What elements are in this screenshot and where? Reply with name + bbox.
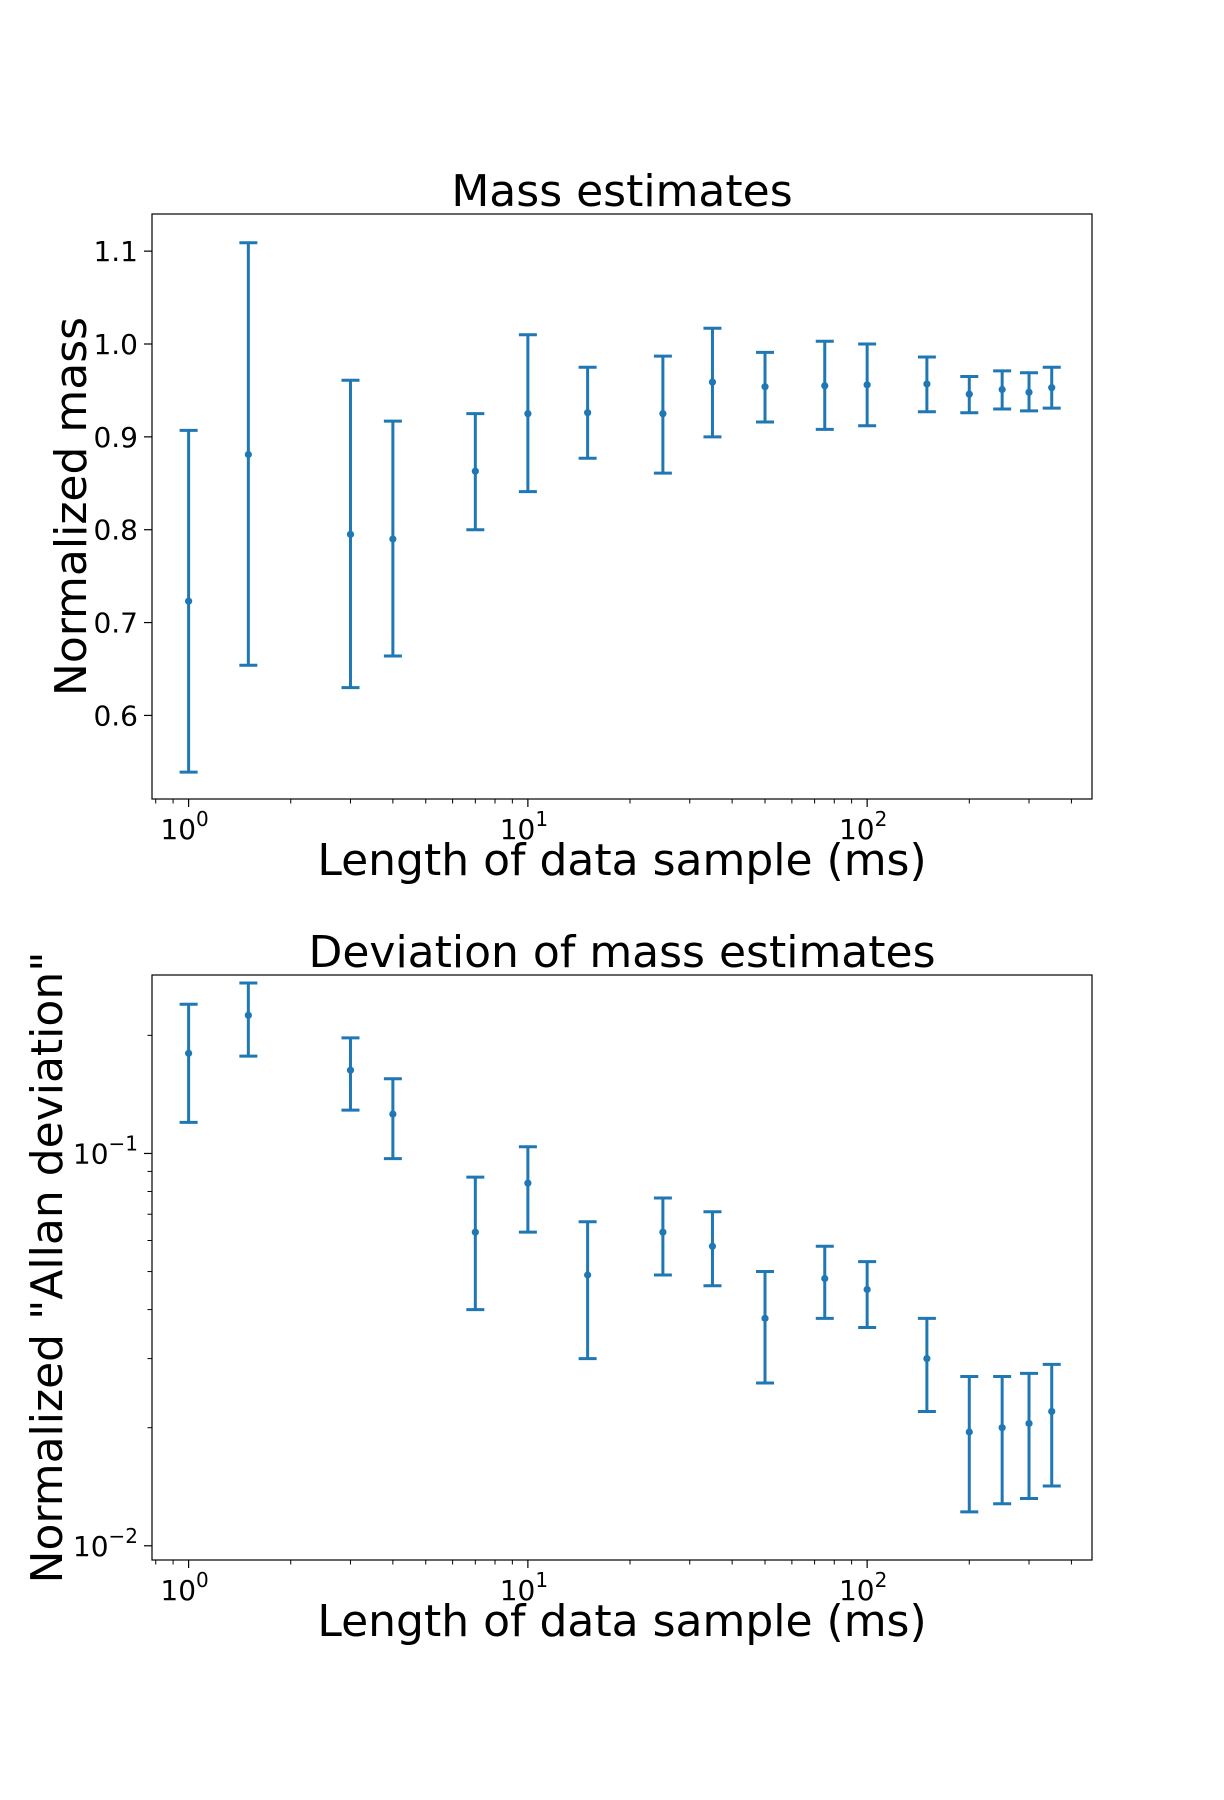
data-point-10 [756,350,775,424]
chart-1: 100 101 102 0.6 0.7 0.8 0.9 1.0 1.1 Mass estimate… [46,166,1093,886]
data-marker [998,385,1006,394]
data-point-10 [756,1270,775,1385]
data-point-17 [1042,365,1061,410]
data-marker [524,1179,532,1187]
data-marker [471,467,479,475]
data-point-12 [858,342,877,428]
data-marker [965,1428,973,1436]
data-marker [923,1354,931,1363]
data-marker [821,1274,829,1283]
data-marker [1025,388,1033,396]
data-marker [584,409,592,417]
data-point-3 [341,378,360,690]
x-tick-label: 102 [839,1568,887,1607]
data-marker [389,1110,397,1118]
x-tick-label: 100 [160,807,208,846]
data-marker [1025,1419,1033,1428]
data-marker [659,410,667,418]
data-point-1 [179,1002,198,1124]
data-marker [863,381,871,389]
y-tick-label: 0.6 [93,699,138,732]
data-marker [965,390,973,398]
data-point-15 [993,1375,1012,1506]
y-axis-label: Normalized "Allan deviation" [22,952,73,1584]
data-marker [346,1066,355,1074]
data-point-13 [917,355,936,414]
data-marker [584,1271,592,1279]
y-tick-label: 1.0 [93,328,138,361]
plot-frame [151,213,1093,800]
chart-title: Deviation of mass estimates [308,927,935,978]
data-point-7 [578,365,597,460]
data-point-14 [960,1375,979,1514]
plot-frame [151,974,1093,1561]
data-point-16 [1020,371,1039,413]
data-point-13 [917,1316,936,1413]
data-marker [863,1285,871,1294]
x-tick-label: 101 [500,807,548,846]
data-marker [244,450,252,459]
y-tick-label: 1.1 [93,235,138,268]
data-marker [389,535,397,543]
data-point-4 [383,1077,402,1161]
y-tick-label: 0.7 [93,607,138,640]
data-marker [998,1424,1006,1432]
x-tick-label: 102 [839,807,887,846]
data-marker [1048,1407,1056,1416]
data-point-14 [960,375,979,415]
data-point-12 [858,1260,877,1330]
x-tick-label: 100 [160,1568,208,1607]
data-point-15 [993,369,1012,411]
data-point-2 [239,981,258,1058]
data-point-4 [383,419,402,658]
data-point-6 [518,333,537,494]
data-marker [761,1314,769,1322]
data-marker [524,410,532,418]
data-marker [708,378,717,386]
data-point-11 [815,339,834,431]
data-point-8 [653,354,672,475]
data-point-5 [466,1175,485,1312]
x-tick-label: 101 [500,1568,548,1607]
data-point-8 [653,1196,672,1277]
y-tick-label: 0.9 [93,421,138,454]
data-point-11 [815,1244,834,1320]
data-marker [1048,384,1056,392]
data-marker [708,1242,717,1250]
x-axis-label: Length of data sample (ms) [317,1596,926,1647]
data-point-1 [179,428,198,774]
chart-title: Mass estimates [451,166,792,217]
data-marker [244,1011,252,1019]
data-marker [185,1049,193,1057]
y-axis-label: Normalized mass [46,317,97,696]
data-point-9 [703,1210,722,1288]
data-marker [471,1228,479,1236]
data-point-3 [341,1036,360,1112]
data-point-16 [1020,1371,1039,1500]
data-point-9 [703,326,722,439]
data-point-5 [466,412,485,532]
data-point-7 [578,1220,597,1361]
chart-2: 100 101 102 10−2 10−1 Deviation of mass estim… [22,927,1093,1647]
y-tick-label: 0.8 [93,514,138,547]
data-point-6 [518,1145,537,1234]
data-point-17 [1042,1362,1061,1488]
x-axis-label: Length of data sample (ms) [317,835,926,886]
data-marker [659,1228,667,1236]
data-marker [761,383,769,391]
data-marker [821,382,829,390]
data-marker [923,380,931,388]
y-tick-label: 10−1 [73,1131,138,1170]
data-marker [346,530,355,538]
y-tick-label: 10−2 [73,1524,138,1563]
data-point-2 [239,241,258,667]
data-marker [185,597,193,605]
